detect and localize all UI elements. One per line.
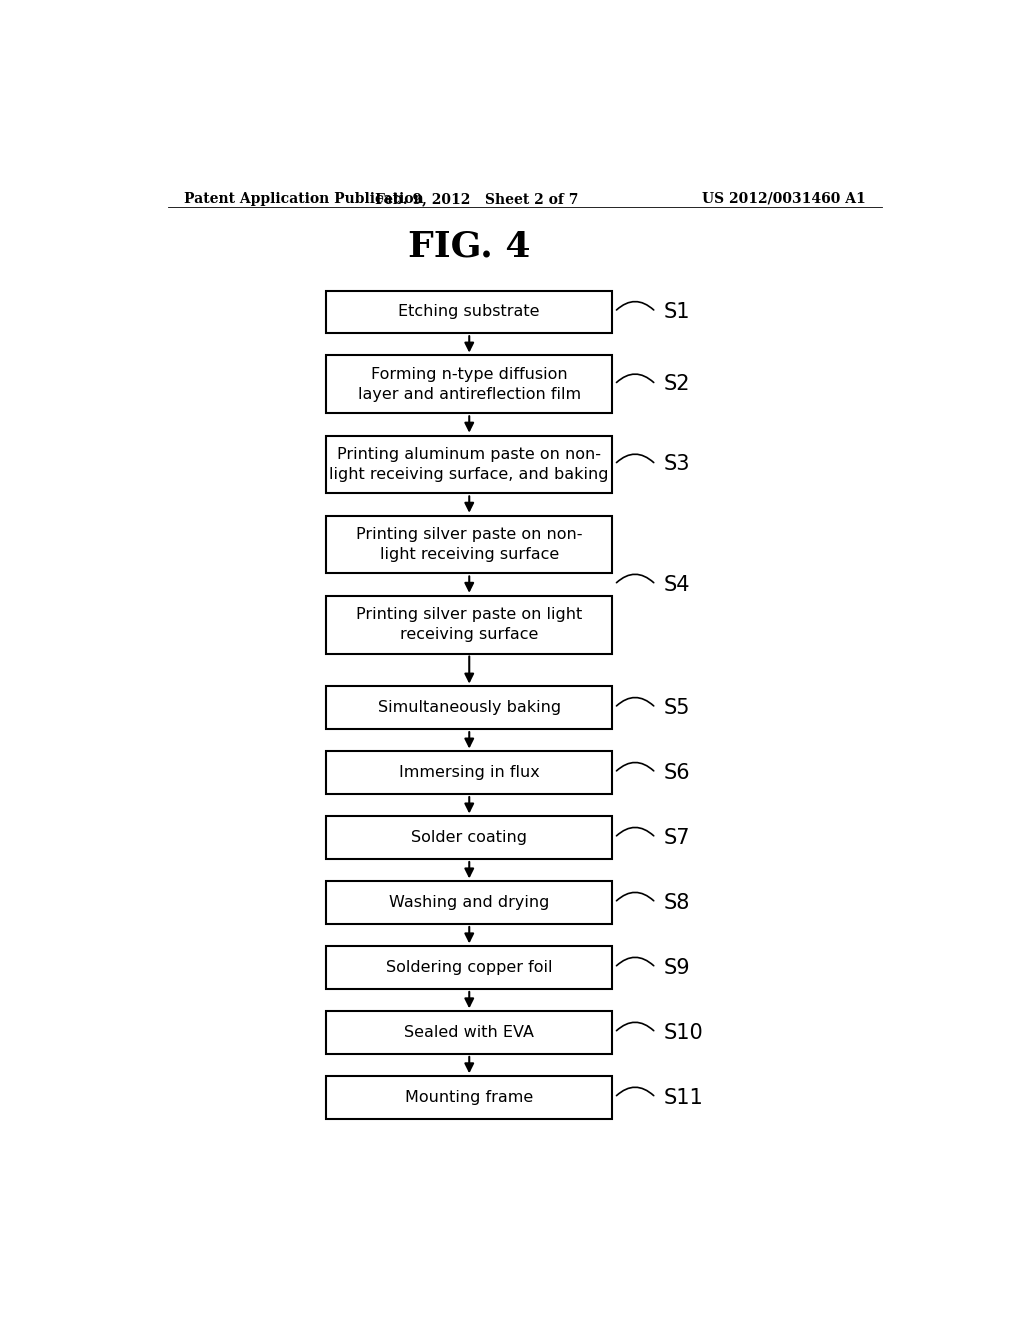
Text: FIG. 4: FIG. 4 [408,230,530,264]
Text: US 2012/0031460 A1: US 2012/0031460 A1 [702,191,866,206]
Text: Printing aluminum paste on non-
light receiving surface, and baking: Printing aluminum paste on non- light re… [330,447,609,482]
Bar [327,1076,612,1119]
Bar [327,290,612,333]
Bar [327,595,612,653]
Text: S1: S1 [664,302,690,322]
Text: S6: S6 [664,763,690,783]
Text: Sealed with EVA: Sealed with EVA [404,1026,535,1040]
Bar [327,436,612,494]
Bar [327,816,612,859]
Text: S5: S5 [664,698,690,718]
Text: Patent Application Publication: Patent Application Publication [183,191,423,206]
Text: Forming n-type diffusion
layer and antireflection film: Forming n-type diffusion layer and antir… [357,367,581,401]
Text: Printing silver paste on non-
light receiving surface: Printing silver paste on non- light rece… [356,527,583,562]
Text: Etching substrate: Etching substrate [398,305,540,319]
Text: Feb. 9, 2012   Sheet 2 of 7: Feb. 9, 2012 Sheet 2 of 7 [376,191,579,206]
Bar [327,882,612,924]
Text: Solder coating: Solder coating [412,830,527,845]
Bar [327,946,612,989]
Text: S10: S10 [664,1023,703,1043]
Text: S2: S2 [664,375,690,395]
Text: Mounting frame: Mounting frame [406,1090,534,1105]
Text: Immersing in flux: Immersing in flux [399,766,540,780]
Bar [327,516,612,573]
Text: S8: S8 [664,892,690,912]
Text: S3: S3 [664,454,690,474]
Text: Soldering copper foil: Soldering copper foil [386,960,553,975]
Text: S11: S11 [664,1088,703,1107]
Text: Simultaneously baking: Simultaneously baking [378,701,561,715]
Text: Washing and drying: Washing and drying [389,895,550,911]
Bar [327,355,612,413]
Text: S9: S9 [664,957,690,978]
Bar [327,751,612,795]
Bar [327,1011,612,1053]
Text: S4: S4 [664,574,690,594]
Text: S7: S7 [664,828,690,847]
Text: Printing silver paste on light
receiving surface: Printing silver paste on light receiving… [356,607,583,642]
Bar [327,686,612,729]
